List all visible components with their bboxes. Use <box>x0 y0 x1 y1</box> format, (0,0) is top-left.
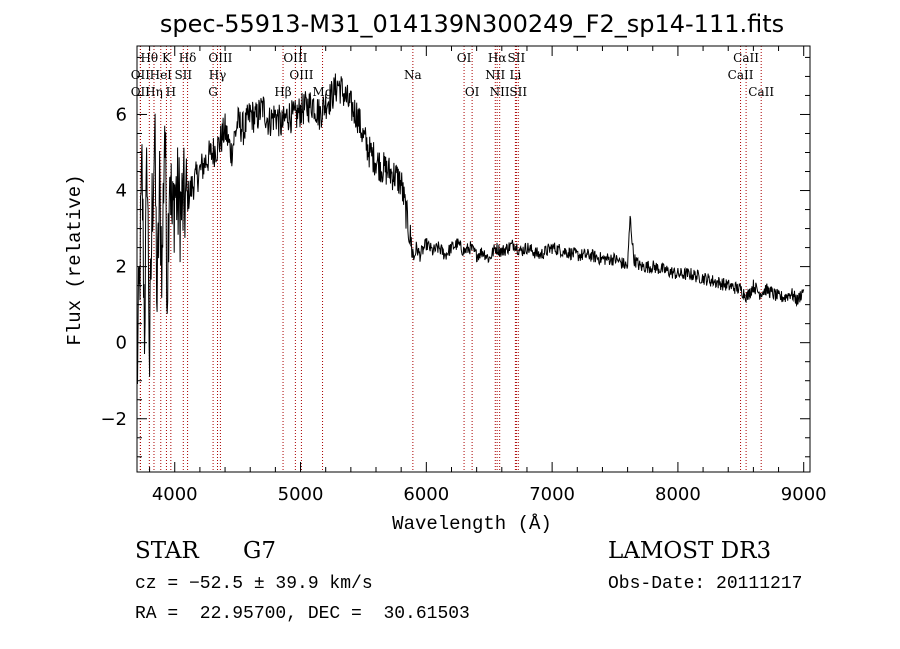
line-marker-label-5: K <box>162 51 172 65</box>
line-marker-label-23: Li <box>509 68 521 82</box>
line-marker-label-20: NII <box>485 68 505 82</box>
line-marker-label-3: Hη <box>145 85 163 99</box>
line-marker-label-9: OIII <box>208 51 232 65</box>
line-marker-label-17: OI <box>457 51 472 65</box>
y-tick-label-2: 2 <box>116 257 127 278</box>
y-tick-label-6: 6 <box>116 104 127 125</box>
y-axis-label: Flux (relative) <box>64 174 86 345</box>
obs-date-text: Obs-Date: 20111217 <box>608 574 803 594</box>
y-tick-label-0: 0 <box>116 333 127 354</box>
line-marker-label-10: Hγ <box>209 68 227 82</box>
spectrum-line <box>136 73 805 385</box>
object-type: STAR <box>135 538 199 564</box>
y-tick-label--2: −2 <box>100 409 127 430</box>
line-marker-label-21: NII <box>490 85 510 99</box>
line-marker-label-19: Hα <box>488 51 507 65</box>
plot-frame <box>136 45 811 473</box>
line-marker-label-25: CaII <box>733 51 759 65</box>
x-axis-label: Wavelength (Å) <box>392 513 552 535</box>
survey-name: LAMOST DR3 <box>608 538 772 564</box>
x-tick-label-8000: 8000 <box>655 484 701 505</box>
x-tick-label-9000: 9000 <box>781 484 827 505</box>
coordinates-text: RA = 22.95700, DEC = 30.61503 <box>135 604 470 624</box>
line-marker-label-14: OIII <box>289 68 313 82</box>
line-marker-label-18: OI <box>465 85 480 99</box>
object-subclass: G7 <box>243 538 277 564</box>
line-marker-label-13: OIII <box>283 51 307 65</box>
x-tick-label-7000: 7000 <box>529 484 575 505</box>
line-marker-label-15: Mg <box>313 85 333 99</box>
velocity-text: cz = −52.5 ± 39.9 km/s <box>135 574 373 594</box>
line-marker-label-26: CaII <box>728 68 754 82</box>
line-marker-group <box>139 46 762 472</box>
x-axis-ticks: 4000 5000 6000 7000 8000 9000 <box>149 46 827 505</box>
line-marker-label-16: Na <box>404 68 422 82</box>
line-marker-label-2: OII <box>131 85 151 99</box>
line-marker-label-1: OII <box>131 68 151 82</box>
line-marker-label-4: HeI <box>150 68 173 82</box>
y-axis-ticks: −2 0 2 4 6 <box>100 56 810 458</box>
x-tick-label-4000: 4000 <box>152 484 198 505</box>
line-marker-label-22: SII <box>508 51 526 65</box>
line-marker-label-7: SII <box>174 68 192 82</box>
chart-title: spec-55913-M31_014139N300249_F2_sp14-111… <box>160 10 784 38</box>
y-tick-label-4: 4 <box>116 181 127 202</box>
line-marker-label-24: SII <box>509 85 527 99</box>
line-marker-label-8: Hδ <box>179 51 197 65</box>
line-marker-label-12: Hβ <box>274 85 291 99</box>
x-tick-label-6000: 6000 <box>403 484 449 505</box>
line-marker-label-0: Hθ <box>140 51 158 65</box>
line-marker-label-27: CaII <box>748 85 774 99</box>
line-marker-label-11: G <box>208 85 218 99</box>
x-tick-label-5000: 5000 <box>278 484 324 505</box>
line-marker-label-6: H <box>166 85 176 99</box>
